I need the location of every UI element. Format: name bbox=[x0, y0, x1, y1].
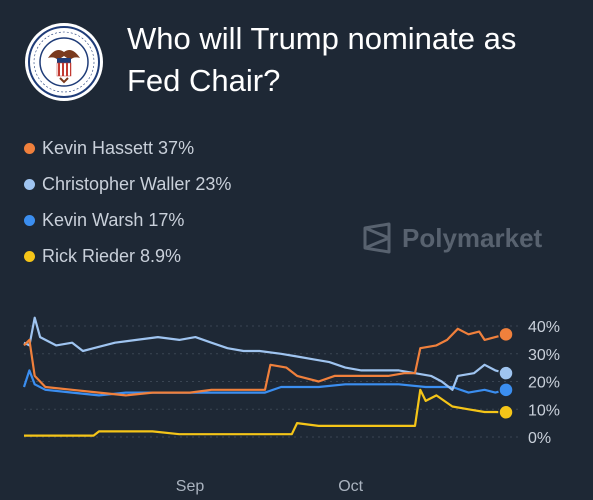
end-marker-kevin-warsh bbox=[498, 382, 514, 398]
legend-dot bbox=[24, 178, 35, 190]
end-marker-kevin-hassett bbox=[498, 326, 514, 343]
polymarket-logo-icon bbox=[363, 222, 391, 254]
end-marker-rick-rieder bbox=[498, 404, 514, 421]
legend-item-warsh[interactable]: Kevin Warsh 17% bbox=[24, 202, 231, 238]
federal-reserve-seal-icon bbox=[25, 23, 103, 101]
polymarket-brand: Polymarket bbox=[362, 222, 542, 254]
line-chart: 40% 30% 20% 10% 0% Sep Oct bbox=[22, 316, 560, 495]
brand-name: Polymarket bbox=[402, 222, 543, 253]
legend-label: Kevin Warsh 17% bbox=[42, 209, 185, 230]
y-tick-label: 30% bbox=[528, 347, 560, 364]
y-tick-label: 0% bbox=[528, 430, 551, 447]
series-line-kevin-hassett bbox=[23, 327, 507, 397]
legend-item-waller[interactable]: Christopher Waller 23% bbox=[24, 166, 231, 202]
x-tick-label: Oct bbox=[338, 478, 363, 495]
legend-dot bbox=[24, 214, 35, 226]
legend-label: Kevin Hassett 37% bbox=[42, 137, 195, 158]
chart-legend: Kevin Hassett 37% Christopher Waller 23%… bbox=[24, 130, 231, 274]
y-tick-label: 10% bbox=[528, 402, 560, 419]
y-tick-label: 40% bbox=[528, 319, 560, 336]
legend-item-rieder[interactable]: Rick Rieder 8.9% bbox=[24, 238, 231, 274]
x-tick-label: Sep bbox=[176, 478, 205, 495]
legend-dot bbox=[24, 142, 35, 154]
series-line-rick-rieder bbox=[24, 388, 507, 437]
series-line-kevin-warsh bbox=[22, 369, 507, 397]
chart-title: Who will Trump nominate as Fed Chair? bbox=[127, 21, 517, 98]
legend-item-hassett[interactable]: Kevin Hassett 37% bbox=[24, 130, 231, 166]
legend-label: Christopher Waller 23% bbox=[42, 173, 232, 194]
series-line-christopher-waller bbox=[23, 316, 507, 391]
legend-dot bbox=[24, 250, 35, 262]
y-tick-label: 20% bbox=[528, 375, 560, 392]
end-marker-christopher-waller bbox=[498, 365, 514, 381]
legend-label: Rick Rieder 8.9% bbox=[42, 245, 182, 266]
